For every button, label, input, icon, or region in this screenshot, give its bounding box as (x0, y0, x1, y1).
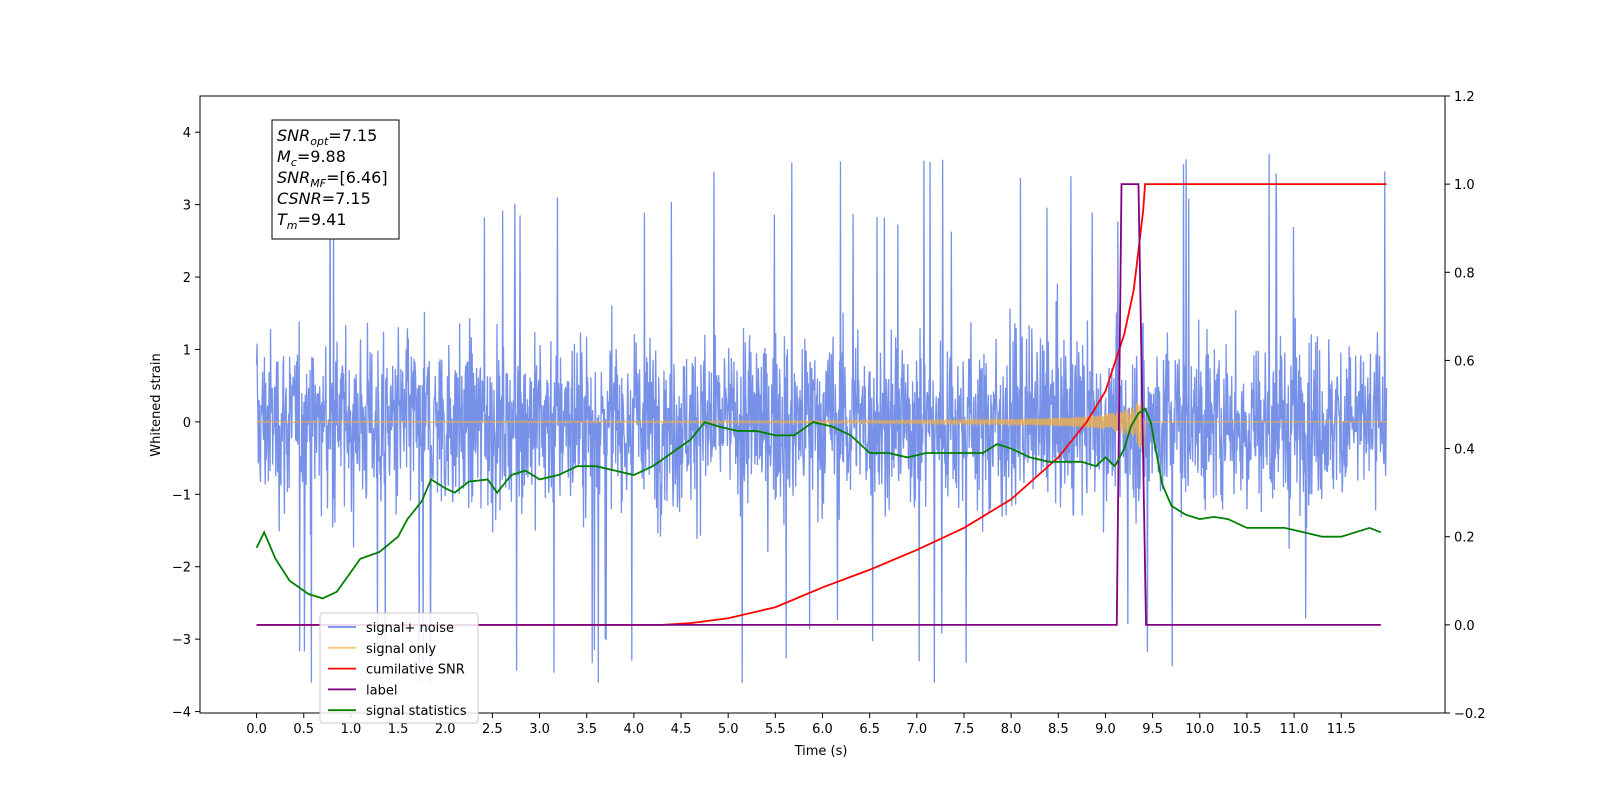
y-axis-label: Whitened strain (149, 353, 164, 456)
y-tick-label: 0 (183, 416, 191, 431)
annotation-line: CSNR=7.15 (277, 189, 371, 208)
legend-label: signal only (366, 642, 436, 657)
y2-tick-label: 0.6 (1454, 354, 1475, 369)
x-tick-label: 2.0 (435, 722, 456, 737)
series-layer (255, 149, 1388, 683)
x-tick-label: 3.5 (576, 722, 597, 737)
legend-label: signal statistics (366, 704, 467, 719)
x-tick-label: 6.0 (812, 722, 833, 737)
y-tick-label: −4 (172, 706, 191, 721)
y-tick-label: 1 (183, 343, 191, 358)
annotation-frame (271, 119, 400, 240)
y2-tick-label: 0.0 (1454, 619, 1475, 634)
series-cumilative-snr (256, 183, 1387, 626)
y-tick-label: −3 (172, 633, 191, 648)
x-tick-label: 4.5 (671, 722, 692, 737)
annotation-line: SNRopt=7.15 (277, 126, 377, 148)
annotation-line: Mc=9.88 (277, 147, 346, 169)
x-tick-label: 11.5 (1327, 722, 1356, 737)
x-tick-label: 0.0 (246, 722, 267, 737)
annotation-line: Tm=9.41 (277, 210, 347, 232)
legend-box: signal+ noise signal only cumilative SNR la… (319, 612, 479, 724)
y2-tick-label: 0.8 (1454, 266, 1475, 281)
x-tick-label: 8.5 (1048, 722, 1069, 737)
y2-tick-label: 1.2 (1454, 90, 1475, 105)
legend-frame (319, 612, 479, 724)
x-tick-label: 5.5 (765, 722, 786, 737)
y2-tick-label: 0.4 (1454, 443, 1475, 458)
x-tick-label: 1.5 (388, 722, 409, 737)
series-label (256, 183, 1381, 626)
x-tick-label: 7.5 (954, 722, 975, 737)
x-tick-label: 6.5 (859, 722, 880, 737)
x-tick-label: 2.5 (482, 722, 503, 737)
annotation-line: SNRMF=[6.46] (277, 168, 388, 190)
series-signal-statistics (255, 407, 1382, 600)
x-tick-label: 8.0 (1001, 722, 1022, 737)
x-tick-label: 9.5 (1142, 722, 1163, 737)
x-tick-label: 0.5 (293, 722, 314, 737)
x-tick-label: 7.0 (906, 722, 927, 737)
y-tick-label: −2 (172, 561, 191, 576)
y-tick-label: 2 (183, 271, 191, 286)
x-tick-label: 3.0 (529, 722, 550, 737)
y-tick-label: 4 (183, 126, 191, 141)
y-tick-label: −1 (172, 488, 191, 503)
x-tick-label: 9.0 (1095, 722, 1116, 737)
x-tick-label: 5.0 (718, 722, 739, 737)
y2-tick-label: 0.2 (1454, 531, 1475, 546)
ticks-layer: 0.0 0.5 1.0 1.5 2.0 2.5 3.0 3.5 4.0 4.5 5.0 5.5 6.0 6… (172, 90, 1486, 737)
x-tick-label: 4.0 (624, 722, 645, 737)
y-tick-label: 3 (183, 199, 191, 214)
x-tick-label: 10.0 (1185, 722, 1214, 737)
legend-label: label (366, 683, 397, 698)
y2-tick-label: −0.2 (1454, 707, 1486, 722)
legend-label: cumilative SNR (366, 663, 465, 678)
x-tick-label: 1.0 (341, 722, 362, 737)
series-signal-only (256, 396, 1387, 458)
x-tick-label: 11.0 (1280, 722, 1309, 737)
x-tick-label: 10.5 (1232, 722, 1261, 737)
legend-label: signal+ noise (366, 621, 454, 636)
x-axis-label: Time (s) (794, 744, 848, 759)
y2-tick-label: 1.0 (1454, 178, 1475, 193)
series-signal-noise (255, 149, 1388, 683)
